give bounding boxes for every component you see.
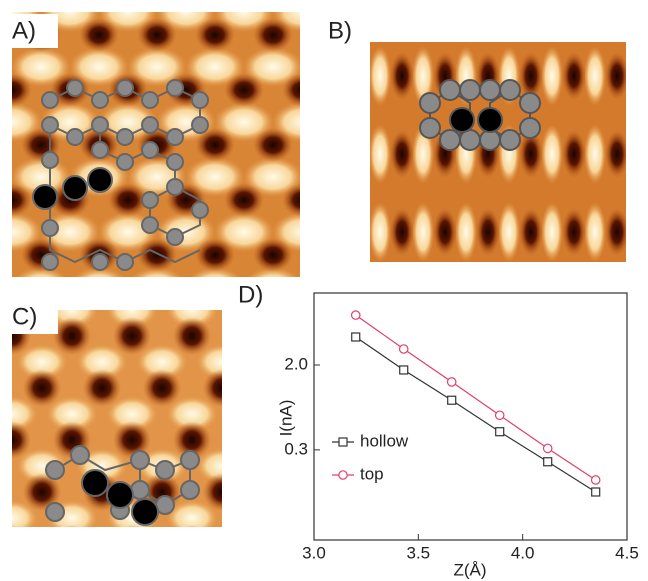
x-tick-label: 3.5 (407, 543, 431, 562)
x-tick-label: 4.0 (511, 543, 535, 562)
data-point (592, 476, 600, 484)
series-line (356, 337, 596, 492)
series-line (356, 315, 596, 480)
data-point (400, 366, 408, 374)
x-axis-label: Z(Å) (453, 560, 486, 579)
y-axis-label: I(nA) (276, 400, 295, 437)
data-point (400, 345, 408, 353)
legend-marker (339, 438, 347, 446)
panel-label: B) (328, 17, 352, 44)
data-point (448, 378, 456, 386)
page: {"panels": [{"label": "A)"}, {"label": "… (0, 0, 648, 581)
y-tick-label: 2.0 (284, 354, 308, 373)
legend-label: hollow (360, 431, 409, 450)
data-point (352, 333, 360, 341)
data-point (496, 428, 504, 436)
panel-label: C) (12, 303, 37, 330)
panel-label: D) (238, 281, 263, 308)
data-point (544, 458, 552, 466)
data-point (448, 396, 456, 404)
legend-label: top (360, 464, 384, 483)
y-tick-label: 0.3 (284, 439, 308, 458)
x-tick-label: 3.0 (302, 543, 326, 562)
data-point (544, 444, 552, 452)
stm-image-b (370, 42, 626, 262)
data-point (352, 311, 360, 319)
figure: A) B) C) D) Z(Å) I(nA) 3.0 3.5 4.0 4.5 2.0 0.… (0, 0, 648, 581)
legend-marker (339, 471, 347, 479)
data-point (496, 411, 504, 419)
data-point (592, 488, 600, 496)
plot-frame (314, 293, 627, 540)
panel-label: A) (12, 17, 36, 44)
x-tick-label: 4.5 (615, 543, 639, 562)
